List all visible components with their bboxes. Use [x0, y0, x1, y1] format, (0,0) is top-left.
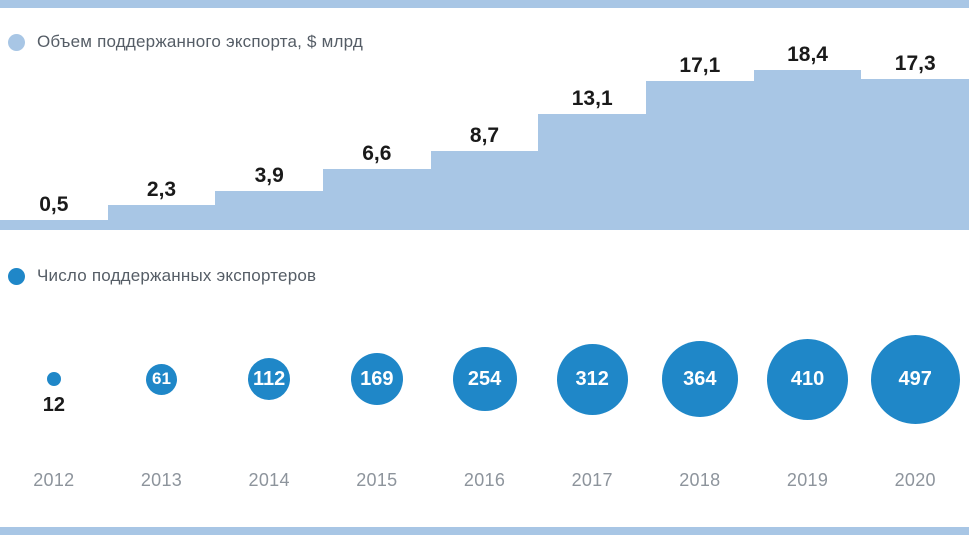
year-label: 2013 — [140, 470, 183, 490]
bubble-chart: 12 61 112 169 254 312 364 410 497 — [0, 304, 969, 454]
x-axis-years: 2012 2013 2014 2015 2016 2017 2018 2019 2020 — [0, 470, 969, 491]
year-label: 2012 — [33, 470, 75, 490]
step-bar — [215, 191, 324, 230]
bubble-column: 112 — [215, 304, 323, 454]
step-value-label: 13,1 — [571, 87, 613, 110]
bubble-marker: 497 — [870, 334, 960, 424]
step-bar — [430, 151, 539, 230]
year-label: 2014 — [248, 470, 290, 490]
year-label: 2018 — [679, 470, 721, 490]
legend-exporters: Число поддержанных экспортеров — [8, 266, 969, 286]
year-label: 2017 — [571, 470, 613, 490]
legend-label-exporters: Число поддержанных экспортеров — [37, 266, 317, 285]
bubble-column: 312 — [538, 304, 646, 454]
step-bar — [107, 205, 216, 230]
legend-dot-exporters-icon — [8, 267, 25, 285]
bubble-marker: 254 — [452, 347, 517, 411]
bubble-column: 12 — [0, 304, 108, 454]
step-column: 13,1 — [538, 86, 647, 230]
bubble-marker: 169 — [350, 353, 403, 405]
step-value-label: 2,3 — [146, 178, 177, 201]
bubble-marker: 410 — [767, 338, 849, 420]
year-label: 2019 — [786, 470, 829, 490]
bubble-column: 497 — [861, 304, 969, 454]
step-value-label: 3,9 — [254, 164, 284, 187]
step-value-label: 17,3 — [894, 52, 936, 75]
legend-export-volume: Объем поддержанного экспорта, $ млрд — [8, 0, 969, 52]
step-column: 2,3 — [107, 177, 216, 230]
bubble-column: 410 — [754, 304, 862, 454]
year-label: 2020 — [894, 470, 936, 490]
bubble-column: 254 — [431, 304, 539, 454]
bubble-value-label: 12 — [42, 394, 65, 416]
step-column: 17,1 — [646, 53, 754, 230]
step-area-chart: 0,5 2,3 3,9 6,6 8,7 13,1 17,1 18,4 17,3 — [0, 43, 969, 230]
step-column: 8,7 — [430, 123, 539, 230]
bubble-marker: 61 — [146, 363, 177, 395]
bubble-marker: 112 — [248, 358, 291, 400]
bottom-border-strip — [0, 527, 969, 535]
step-bar — [0, 220, 108, 230]
step-bar — [861, 79, 969, 230]
bubble-marker — [46, 372, 61, 386]
year-label: 2016 — [463, 470, 506, 490]
bubble-column: 169 — [323, 304, 431, 454]
step-bar — [323, 169, 431, 230]
step-column: 17,3 — [861, 51, 969, 230]
bubble-marker: 312 — [556, 343, 628, 415]
step-value-label: 0,5 — [39, 193, 69, 216]
step-column: 6,6 — [323, 141, 431, 230]
bubble-marker: 364 — [661, 341, 738, 417]
step-bar — [646, 81, 754, 230]
legend-label-export-volume: Объем поддержанного экспорта, $ млрд — [37, 32, 363, 51]
bubble-column: 61 — [108, 304, 216, 454]
year-label: 2015 — [356, 470, 398, 490]
step-value-label: 18,4 — [787, 43, 828, 66]
step-column: 0,5 — [0, 192, 108, 230]
top-border-strip — [0, 0, 969, 8]
bubble-column: 364 — [646, 304, 754, 454]
step-bar — [753, 70, 862, 230]
step-value-label: 6,6 — [362, 142, 392, 165]
step-column: 18,4 — [753, 42, 862, 230]
step-value-label: 17,1 — [679, 54, 721, 77]
legend-dot-export-volume-icon — [8, 33, 25, 51]
step-column: 3,9 — [215, 163, 324, 230]
step-bar — [538, 114, 647, 230]
step-value-label: 8,7 — [469, 124, 500, 147]
